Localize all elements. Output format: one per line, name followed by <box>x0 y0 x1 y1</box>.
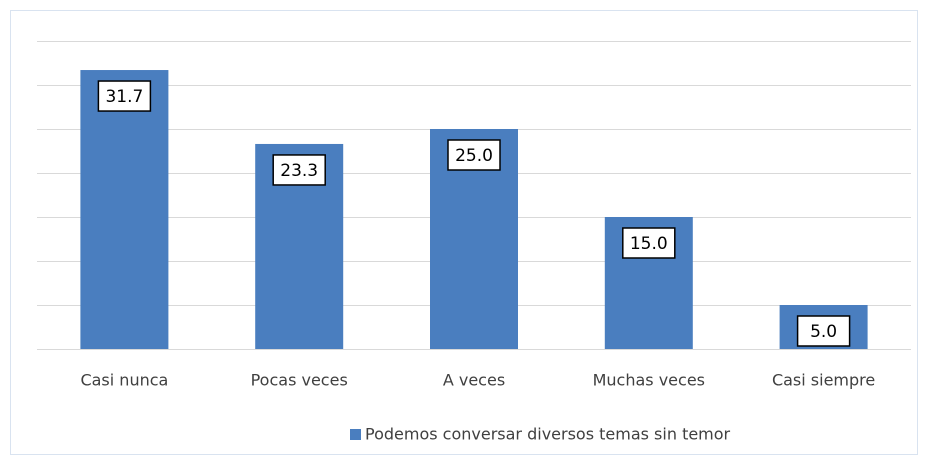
x-tick-label: Casi nunca <box>80 371 168 390</box>
value-label-box <box>622 227 676 259</box>
value-label-box <box>97 80 152 112</box>
x-tick-label: A veces <box>443 371 505 390</box>
value-label-box <box>796 315 851 347</box>
value-label: 15.0 <box>630 234 668 254</box>
bar <box>80 70 169 349</box>
value-label-box <box>272 154 326 186</box>
x-tick-label: Muchas veces <box>593 371 705 390</box>
value-label: 23.3 <box>280 161 318 181</box>
value-label: 31.7 <box>105 87 143 107</box>
value-label: 25.0 <box>455 146 493 166</box>
legend-label: Podemos conversar diversos temas sin tem… <box>365 425 731 444</box>
value-label-box <box>447 139 501 171</box>
legend-swatch <box>350 429 361 440</box>
x-tick-label: Pocas veces <box>251 371 348 390</box>
value-label: 5.0 <box>810 322 837 342</box>
x-tick-label: Casi siempre <box>772 371 875 390</box>
